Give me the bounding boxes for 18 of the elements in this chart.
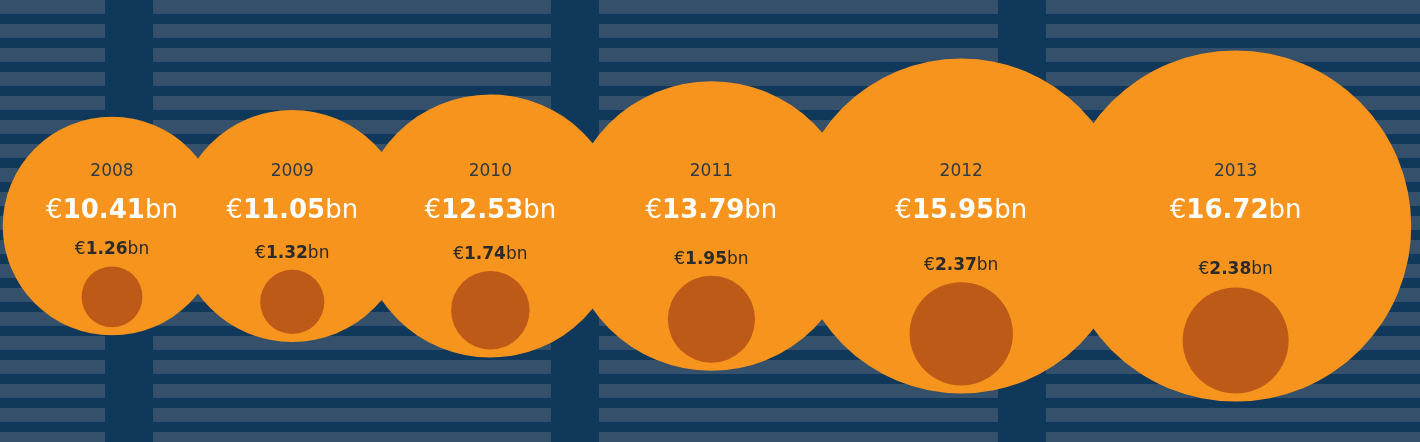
data-label: €2.37bn bbox=[924, 254, 999, 275]
data-label: €15.95bn bbox=[895, 194, 1028, 224]
data-label: €2.38bn bbox=[1198, 258, 1273, 278]
data-label: €16.72bn bbox=[1169, 194, 1302, 224]
data-label: €1.95bn bbox=[674, 247, 749, 268]
category-label: 2010 bbox=[468, 160, 512, 180]
data-label: €10.41bn bbox=[46, 194, 178, 224]
data-label: €1.32bn bbox=[255, 241, 330, 262]
data-label: €11.05bn bbox=[226, 194, 359, 224]
category-label: 2008 bbox=[90, 160, 134, 180]
data-label: €12.53bn bbox=[424, 194, 557, 224]
data-label: €13.79bn bbox=[645, 194, 778, 224]
data-label: €1.26bn bbox=[74, 238, 150, 259]
data-label: €1.74bn bbox=[453, 243, 528, 264]
category-label: 2012 bbox=[939, 160, 983, 180]
category-label: 2011 bbox=[689, 160, 734, 180]
category-label: 2013 bbox=[1214, 160, 1258, 180]
category-label: 2009 bbox=[270, 160, 314, 180]
